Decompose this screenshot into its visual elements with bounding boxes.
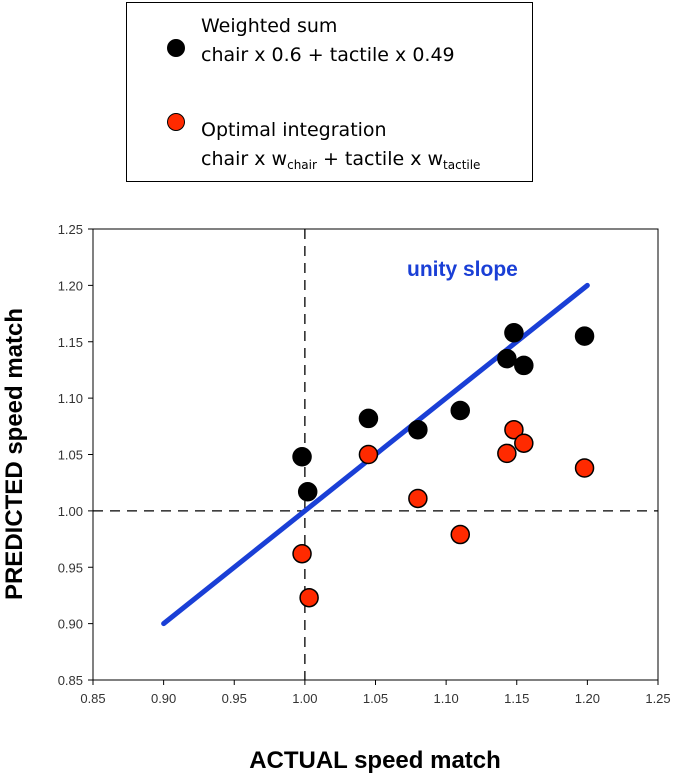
optimal-integration-point	[292, 543, 312, 564]
legend-optimal-line2: chair x wchair + tactile x wtactile	[201, 145, 480, 180]
legend-optimal-line1: Optimal integration	[201, 119, 387, 141]
optimal-integration-point	[504, 419, 524, 440]
optimal-integration-point	[299, 587, 319, 608]
x-tick-label: 1.10	[433, 691, 458, 706]
x-tick-label: 1.05	[363, 691, 388, 706]
optimal-integration-point	[574, 458, 595, 478]
optimal-integration-point	[408, 488, 428, 509]
legend-optimal-sub-chair: chair	[287, 158, 317, 172]
legend-label-weighted-sum: Weighted sum chair x 0.6 + tactile x 0.4…	[201, 12, 455, 70]
legend-marker-weighted-sum	[167, 39, 185, 57]
weighted-sum-point	[358, 408, 379, 429]
weighted-sum-point	[514, 355, 534, 376]
x-tick-label: 0.85	[80, 691, 105, 706]
optimal-integration-point	[497, 443, 517, 464]
x-tick-label: 1.15	[504, 691, 529, 706]
y-tick-label: 1.25	[58, 222, 83, 237]
unity-slope-label: unity slope	[407, 258, 518, 281]
weighted-sum-point	[297, 481, 318, 502]
weighted-sum-point	[574, 326, 595, 346]
y-tick-label: 1.20	[58, 278, 83, 293]
legend-box: Weighted sum chair x 0.6 + tactile x 0.4…	[126, 2, 533, 182]
x-tick-label: 1.20	[575, 691, 600, 706]
legend-label-optimal-integration: Optimal integration chair x wchair + tac…	[201, 116, 480, 180]
y-tick-label: 1.15	[58, 335, 83, 350]
optimal-integration-point	[514, 433, 534, 453]
y-axis-title: PREDICTED speed match	[1, 308, 28, 600]
x-tick-label: 0.90	[151, 691, 176, 706]
weighted-sum-point	[292, 447, 312, 467]
y-tick-label: 0.90	[58, 617, 83, 632]
weighted-sum-point	[497, 348, 517, 369]
axis-ticks: 0.85 0.90 0.95 1.00 1.05 1.10 1.15 1.20 1.25 0.85…	[58, 222, 671, 706]
legend-optimal-line2-a: chair x w	[201, 148, 288, 170]
legend-marker-optimal-integration	[167, 113, 185, 131]
x-tick-label: 1.00	[292, 691, 317, 706]
weighted-sum-point	[450, 400, 470, 421]
y-tick-label: 0.95	[58, 560, 83, 575]
weighted-sum-point	[408, 419, 428, 440]
y-tick-label: 0.85	[58, 673, 83, 688]
x-tick-label: 1.25	[645, 691, 670, 706]
data-points	[292, 322, 595, 608]
y-tick-label: 1.05	[58, 448, 83, 463]
x-axis-title: ACTUAL speed match	[249, 747, 501, 774]
x-tick-label: 0.95	[222, 691, 247, 706]
optimal-integration-point	[450, 524, 470, 545]
weighted-sum-point	[504, 322, 524, 343]
legend-weighted-sum-line1: Weighted sum	[201, 15, 338, 37]
y-tick-label: 1.10	[58, 391, 83, 406]
optimal-integration-point	[358, 444, 379, 465]
legend-weighted-sum-line2: chair x 0.6 + tactile x 0.49	[201, 44, 455, 66]
y-tick-label: 1.00	[58, 504, 83, 519]
legend-optimal-line2-b: + tactile x w	[316, 148, 444, 170]
legend-optimal-sub-tactile: tactile	[443, 158, 481, 172]
